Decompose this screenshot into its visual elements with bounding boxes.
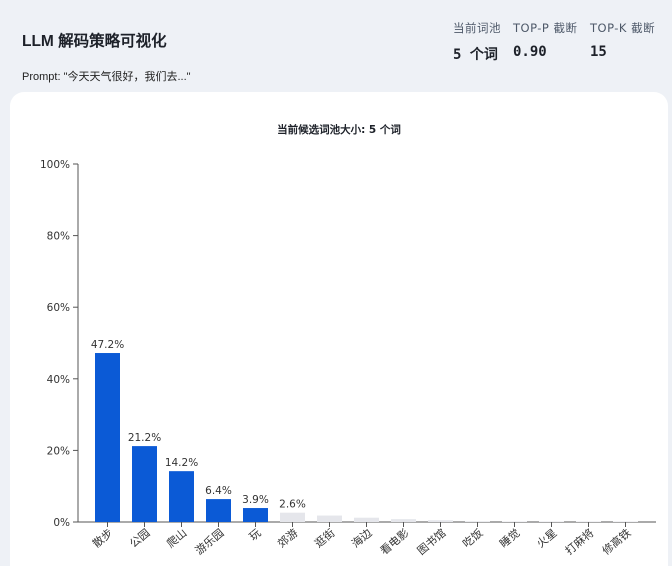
data-label: 14.2% (165, 457, 198, 469)
data-label: 2.6% (279, 499, 306, 511)
bar (502, 521, 527, 522)
x-tick-label: 火星 (534, 526, 559, 550)
stat-top-p-value: 0.90 (513, 44, 547, 60)
y-tick-label: 80% (47, 231, 70, 243)
data-label: 21.2% (128, 432, 161, 444)
x-tick-label: 吃饭 (460, 526, 485, 550)
bar (132, 446, 157, 522)
y-tick-label: 20% (47, 445, 70, 457)
y-tick-label: 0% (53, 517, 70, 529)
data-label: 47.2% (91, 339, 124, 351)
x-tick-label: 公园 (127, 526, 152, 550)
bar (613, 521, 638, 522)
bar (354, 517, 379, 522)
x-tick-label: 打麻将 (562, 526, 596, 558)
bar (428, 520, 453, 522)
stat-top-p: TOP-P 截断 0.90 (513, 20, 578, 60)
stat-candidate-pool-value: 5 个词 (453, 47, 498, 63)
x-tick-label: 逛街 (312, 526, 338, 551)
y-tick-label: 40% (47, 374, 70, 386)
prompt-text: Prompt: "今天天气很好，我们去..." (22, 71, 191, 83)
x-tick-label: 修高铁 (599, 526, 633, 558)
app-title: LLM 解码策略可视化 (22, 33, 167, 50)
stat-top-p-label: TOP-P 截断 (513, 21, 578, 35)
stat-candidate-pool-label: 当前词池 (453, 21, 501, 35)
x-tick-label: 散步 (90, 526, 116, 551)
x-tick-label: 睡觉 (497, 526, 522, 550)
stat-top-k-label: TOP-K 截断 (590, 21, 656, 35)
bar (169, 471, 194, 522)
data-label: 3.9% (242, 494, 269, 506)
bar (465, 521, 490, 522)
chart-title: 当前候选词池大小: 5 个词 (277, 124, 401, 136)
x-tick-label: 看电影 (377, 526, 411, 558)
x-tick-label: 郊游 (275, 526, 300, 550)
x-tick-label: 海边 (349, 526, 375, 551)
x-tick-label: 图书馆 (414, 526, 448, 558)
bar (576, 521, 601, 522)
x-tick-label: 玩 (247, 526, 264, 543)
x-tick-label: 爬山 (164, 526, 189, 550)
bar (206, 499, 231, 522)
x-tick-label: 游乐园 (193, 526, 227, 557)
bar (95, 353, 120, 522)
stat-top-k: TOP-K 截断 15 (590, 20, 655, 60)
stat-top-k-value: 15 (590, 44, 607, 60)
bar (243, 508, 268, 522)
bar (391, 519, 416, 522)
data-label: 6.4% (205, 485, 232, 497)
y-tick-label: 100% (40, 159, 70, 171)
bar (280, 512, 305, 522)
chart-card: 当前候选词池大小: 5 个词 0% 20% 40% 60% 80% 100% 47.2% 散步… (10, 92, 668, 566)
bar (317, 515, 342, 522)
stat-candidate-pool: 当前词池 5 个词 (453, 20, 501, 64)
y-tick-label: 60% (47, 302, 70, 314)
bar (539, 521, 564, 522)
probability-bar-chart: 0% 20% 40% 60% 80% 100% 47.2% 散步 21.2% 公园 14.2% 爬山 6… (40, 159, 656, 558)
